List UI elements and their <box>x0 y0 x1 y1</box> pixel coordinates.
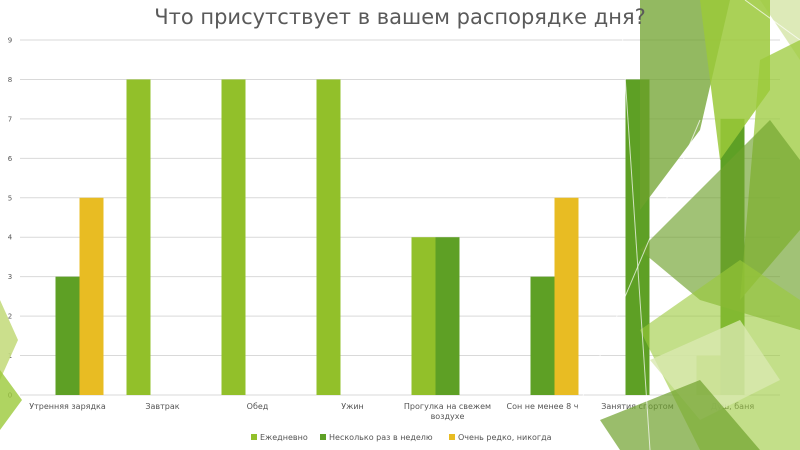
y-tick-label: 7 <box>8 115 12 123</box>
bar <box>79 197 104 395</box>
legend-swatch <box>251 434 257 440</box>
y-tick-label: 6 <box>8 155 13 163</box>
x-category-label: Завтрак <box>145 402 179 411</box>
y-tick-label: 9 <box>8 37 12 45</box>
chart-title: Что присутствует в вашем распорядке дня? <box>154 5 646 29</box>
x-category-label: Утренняя зарядка <box>29 402 106 411</box>
y-tick-label: 3 <box>8 273 12 281</box>
y-tick-label: 8 <box>8 76 12 84</box>
legend-swatch <box>320 434 326 440</box>
decorative-shape <box>0 300 18 380</box>
bar <box>126 79 151 395</box>
bar <box>55 276 80 395</box>
bar <box>221 79 246 395</box>
bar <box>530 276 555 395</box>
y-tick-label: 5 <box>8 194 12 202</box>
x-category-label: Прогулка на свежем <box>404 402 491 411</box>
x-category-label: воздухе <box>431 412 465 421</box>
bar <box>411 237 436 395</box>
decorative-line <box>619 0 651 450</box>
bar <box>316 79 341 395</box>
decorative-shape <box>700 0 770 160</box>
legend-label: Несколько раз в неделю <box>329 433 433 442</box>
y-tick-label: 2 <box>8 313 12 321</box>
x-category-label: Сон не менее 8 ч <box>507 402 579 411</box>
decorative-shape <box>0 370 22 430</box>
bar <box>554 197 579 395</box>
decorative-line <box>559 119 701 450</box>
bar <box>435 237 460 395</box>
legend-label: Ежедневно <box>260 433 308 442</box>
decorative-shape <box>600 380 760 450</box>
x-category-label: Обед <box>247 402 269 411</box>
x-category-label: Ужин <box>341 402 364 411</box>
decorative-line <box>744 0 800 41</box>
legend: Ежедневно Несколько раз в неделю Очень ред… <box>251 433 552 442</box>
y-tick-label: 4 <box>8 234 13 242</box>
legend-swatch <box>449 434 455 440</box>
legend-label: Очень редко, никогда <box>458 433 552 442</box>
